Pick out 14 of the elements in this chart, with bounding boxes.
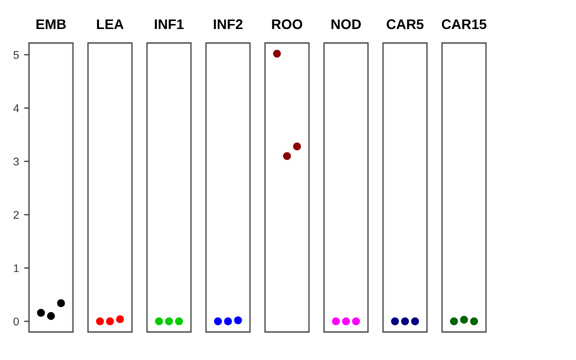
x-tick-label: INF2 [214,19,242,30]
x-tick-label: LEA [97,19,124,30]
x-tick-label: NOD [332,19,361,30]
x-tick-label: CAR15 [442,19,486,30]
x-tick-label: ROO [272,19,302,30]
y-tick-label: 5 [14,51,19,59]
y-tick-label: 4 [13,104,19,112]
x-tick-label: CAR5 [386,19,424,30]
y-tick-label: 1 [14,264,19,272]
y-tick-label: 0 [14,318,19,326]
y-tick-label: 2 [14,210,19,219]
x-tick-label: INF1 [154,19,184,30]
y-tick-label: 3 [14,158,19,166]
x-tick-label: EMB [36,19,66,30]
